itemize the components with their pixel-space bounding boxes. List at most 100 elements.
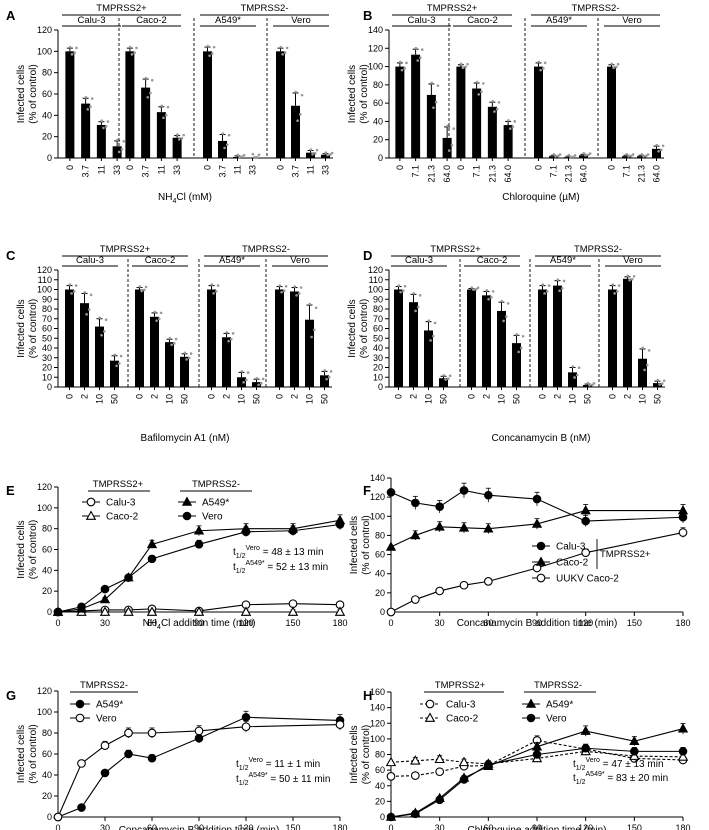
replicate-dot	[628, 278, 631, 282]
supergroup-label: TMPRSS2+	[430, 244, 481, 255]
x-label-main: NH	[143, 618, 157, 629]
replicate-dot	[88, 308, 91, 311]
group-label: A549*	[219, 255, 245, 266]
dose-label: 10	[305, 394, 315, 404]
y-tick-label: 40	[42, 110, 52, 120]
data-point	[147, 753, 157, 763]
y-tick-label: 120	[368, 43, 383, 53]
replicate-dot	[189, 352, 193, 355]
dose-label: 50	[320, 394, 330, 404]
legend-group-label: TMPRSS2-	[80, 680, 128, 691]
group-label: Caco-2	[477, 255, 508, 266]
legend: TMPRSS2- A549* Vero	[70, 680, 138, 725]
legend-label: Vero	[546, 714, 567, 725]
y-tick-label: 160	[370, 687, 385, 697]
replicate-dot	[475, 287, 478, 291]
panel-letter-E: E	[6, 483, 15, 498]
x-tick-label: 90	[194, 618, 204, 628]
replicate-dot	[120, 147, 124, 151]
bar	[424, 330, 433, 387]
y-tick-label: 100	[370, 734, 385, 744]
annot-superscript: A549*	[246, 560, 265, 567]
legend-group-label: TMPRSS2-	[534, 680, 582, 691]
data-point	[435, 502, 444, 512]
group-label: Vero	[622, 15, 642, 26]
replicate-dot	[166, 105, 170, 109]
y-axis-label: Infected cells(% of control)	[16, 520, 39, 579]
group-label: Caco-2	[467, 15, 498, 26]
replicate-dot	[284, 285, 288, 288]
replicate-dot	[153, 310, 157, 314]
dose-label: 0	[135, 394, 145, 399]
y-axis-label: Infected cells(% of control)	[16, 64, 39, 123]
replicate-dot	[68, 45, 72, 49]
data-point	[288, 599, 298, 609]
annot-superscript: Vero	[249, 757, 264, 764]
replicate-dot	[251, 152, 255, 156]
data-point	[77, 759, 86, 768]
replicate-dot	[420, 48, 424, 51]
replicate-dot	[541, 283, 545, 286]
bar	[442, 137, 452, 158]
legend-label: Vero	[202, 512, 223, 523]
replicate-dot	[610, 62, 614, 66]
x-label-rest: Cl addition time (min)	[161, 618, 255, 629]
replicate-dot	[215, 290, 218, 293]
replicate-dot	[174, 337, 178, 341]
annot-superscript: A549*	[249, 772, 268, 779]
replicate-dot	[461, 66, 465, 70]
y-axis-label-line2: (% of control)	[361, 515, 372, 574]
dose-label: 10	[95, 394, 105, 404]
x-axis-label: Chloroquine addition time (min)	[468, 825, 607, 830]
replicate-dot	[324, 151, 328, 155]
replicate-dot	[326, 153, 329, 157]
half-time-annotation: t1/2A549* = 50 ± 11 min	[236, 772, 330, 787]
replicate-dot	[640, 152, 644, 156]
group-label: Calu-3	[76, 255, 104, 266]
data-point	[581, 516, 590, 526]
data-point	[435, 586, 445, 596]
series-vero	[53, 518, 345, 617]
y-axis-label: Infected cells(% of control)	[349, 515, 372, 574]
replicate-dot	[240, 370, 244, 373]
replicate-dot	[144, 76, 148, 80]
data-point	[678, 528, 688, 537]
bar	[439, 378, 448, 387]
group-label: A549*	[546, 15, 572, 26]
replicate-dot	[210, 283, 214, 286]
x-tick-label: 30	[435, 823, 445, 830]
data-point	[334, 606, 346, 616]
data-point	[483, 523, 494, 533]
legend-group-label: TMPRSS2+	[600, 549, 651, 560]
bar	[290, 291, 299, 387]
y-tick-label: 0	[378, 153, 383, 163]
replicate-dot	[212, 292, 215, 295]
dose-label: 50	[252, 394, 262, 404]
panel-letter-F: F	[363, 483, 371, 498]
dose-label: 2	[290, 394, 300, 399]
replicate-dot	[279, 45, 283, 49]
bar	[150, 316, 159, 387]
x-tick-label: 180	[675, 618, 690, 628]
bar	[203, 51, 212, 159]
y-tick-label: 20	[375, 588, 385, 598]
legend-group-label: TMPRSS2+	[93, 479, 144, 490]
x-tick-label: 90	[532, 618, 542, 628]
data-point	[581, 548, 591, 558]
x-axis-label: NH4Cl addition time (min)	[143, 618, 256, 631]
replicate-dot	[283, 289, 286, 292]
data-point	[531, 518, 543, 528]
replicate-dot	[294, 90, 298, 94]
data-point	[630, 747, 639, 756]
legend-marker	[181, 496, 193, 506]
y-tick-label: 80	[42, 304, 52, 314]
dose-label: 3.7	[141, 165, 151, 178]
replicate-dot	[329, 370, 333, 373]
data-point	[241, 722, 251, 732]
y-tick-label: 0	[47, 812, 52, 822]
x-tick-label: 150	[285, 823, 300, 830]
replicate-dot	[427, 319, 431, 322]
replicate-dot	[517, 350, 520, 354]
replicate-dot	[557, 154, 560, 158]
replicate-dot	[433, 321, 437, 325]
